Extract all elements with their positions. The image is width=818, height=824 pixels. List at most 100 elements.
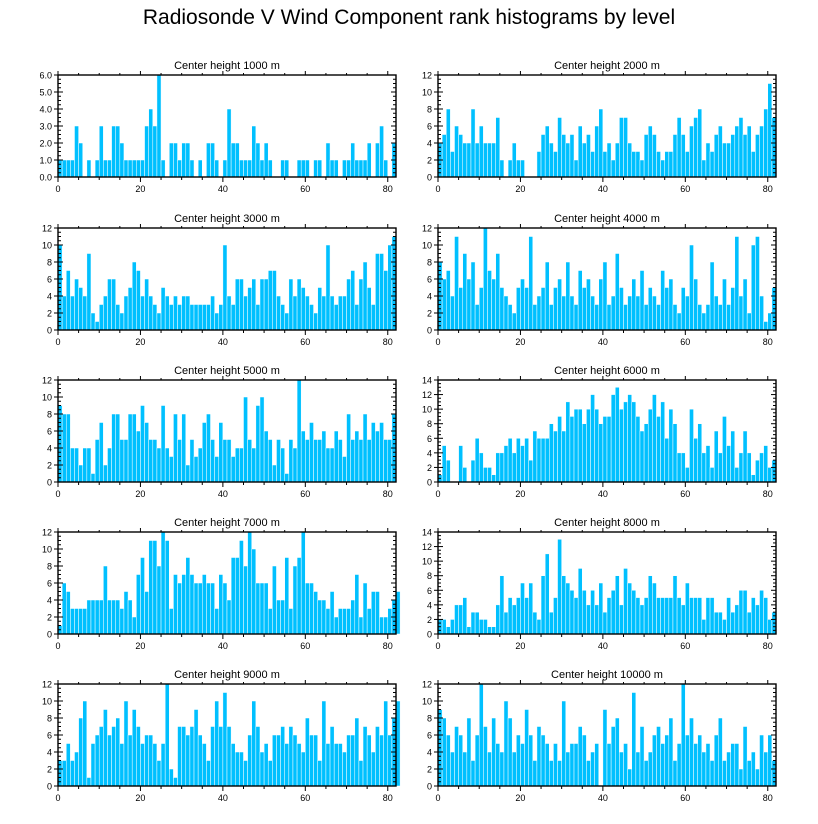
histogram-bar <box>131 616 137 635</box>
histogram-bar <box>313 734 318 787</box>
histogram-bar <box>738 590 744 635</box>
histogram-bar <box>156 447 162 483</box>
histogram-bar <box>577 408 583 483</box>
histogram-bar <box>590 590 595 635</box>
histogram-bar <box>598 278 604 331</box>
x-tick-label: 40 <box>598 793 608 803</box>
histogram-bar <box>635 597 641 635</box>
histogram-bar <box>474 142 480 178</box>
histogram-bar <box>94 321 100 331</box>
histogram-bar <box>713 611 719 635</box>
y-tick-label: 4 <box>47 748 52 758</box>
y-tick-label: 1.0 <box>39 156 52 166</box>
histogram-bar <box>136 430 141 483</box>
histogram-bar <box>107 734 112 787</box>
y-tick-label: 12 <box>42 680 52 690</box>
x-tick-label: 40 <box>218 184 228 194</box>
histogram-bar <box>759 734 764 787</box>
histogram-bar <box>536 438 542 483</box>
histogram-bar <box>631 278 637 331</box>
y-tick-label: 2 <box>47 613 52 623</box>
histogram-bar <box>181 142 187 178</box>
histogram-bar <box>466 142 472 178</box>
histogram-bar <box>234 751 240 787</box>
x-tick-label: 40 <box>218 641 228 651</box>
histogram-bar <box>148 295 154 331</box>
histogram-bar <box>181 574 187 635</box>
histogram-bar <box>333 616 339 635</box>
histogram-bar <box>495 452 501 483</box>
histogram-bar <box>697 734 703 787</box>
histogram-bar <box>742 134 748 178</box>
histogram-bar <box>383 159 389 178</box>
histogram-bar <box>197 582 203 635</box>
histogram-bar <box>98 422 104 483</box>
histogram-bar <box>321 430 327 483</box>
histogram-bar <box>746 452 752 483</box>
histogram-bar <box>553 597 558 635</box>
histogram-bar <box>280 159 285 178</box>
histogram-bar <box>697 304 703 331</box>
histogram-bar <box>148 108 154 178</box>
histogram-bar <box>652 134 657 178</box>
histogram-bar <box>329 591 335 635</box>
histogram-bar <box>483 142 488 178</box>
histogram-bar <box>676 312 682 331</box>
y-tick-label: 12 <box>422 542 432 552</box>
x-tick-label: 0 <box>55 184 60 194</box>
histogram-bar <box>78 287 83 331</box>
histogram-bar <box>718 125 723 178</box>
histogram-bar <box>383 616 389 635</box>
histogram-bar <box>450 619 455 635</box>
histogram-bar <box>61 159 67 178</box>
histogram-bar <box>680 134 686 178</box>
histogram-bar <box>111 125 116 178</box>
histogram-bar <box>202 743 207 787</box>
histogram-bar <box>119 608 125 635</box>
histogram-bar <box>520 582 525 635</box>
histogram-bar <box>478 683 484 787</box>
histogram-bar <box>177 159 182 178</box>
x-tick-label: 60 <box>680 184 690 194</box>
x-tick-label: 20 <box>135 184 145 194</box>
y-tick-label: 4 <box>47 444 52 454</box>
histogram-bar <box>590 394 595 483</box>
y-tick-label: 6 <box>47 579 52 589</box>
histogram-bar <box>354 574 360 635</box>
histogram-bar <box>136 159 141 178</box>
histogram-bar <box>309 304 314 331</box>
histogram-bar <box>726 751 731 787</box>
histogram-bar <box>755 134 760 178</box>
histogram-bar <box>317 159 323 178</box>
histogram-bar <box>115 717 121 787</box>
histogram-bar <box>577 270 583 331</box>
histogram-bar <box>763 108 769 178</box>
histogram-bar <box>119 743 125 787</box>
histogram-bar <box>619 408 624 483</box>
histogram-bar <box>214 312 220 331</box>
histogram-bar <box>61 760 67 787</box>
y-tick-label: 12 <box>42 376 52 386</box>
histogram-bar <box>478 452 484 483</box>
histogram-bar <box>86 159 92 178</box>
histogram-bar <box>569 295 575 331</box>
histogram-bar <box>156 760 162 787</box>
x-tick-label: 20 <box>515 793 525 803</box>
histogram-bar <box>680 452 686 483</box>
histogram-bar <box>483 619 488 635</box>
histogram-bar <box>90 312 96 331</box>
histogram-bar <box>709 597 715 635</box>
y-tick-label: 10 <box>42 393 52 403</box>
histogram-bar <box>606 304 612 331</box>
histogram-bar <box>255 726 261 787</box>
histogram-bar <box>267 439 273 483</box>
histogram-bar <box>664 438 670 483</box>
histogram-bar <box>528 582 534 635</box>
histogram-bar <box>371 751 376 787</box>
histogram-bar <box>247 531 252 635</box>
histogram-bar <box>483 726 488 787</box>
histogram-bar <box>127 599 133 635</box>
y-tick-label: 6 <box>427 122 432 132</box>
histogram-bar <box>532 611 538 635</box>
x-tick-label: 40 <box>598 184 608 194</box>
